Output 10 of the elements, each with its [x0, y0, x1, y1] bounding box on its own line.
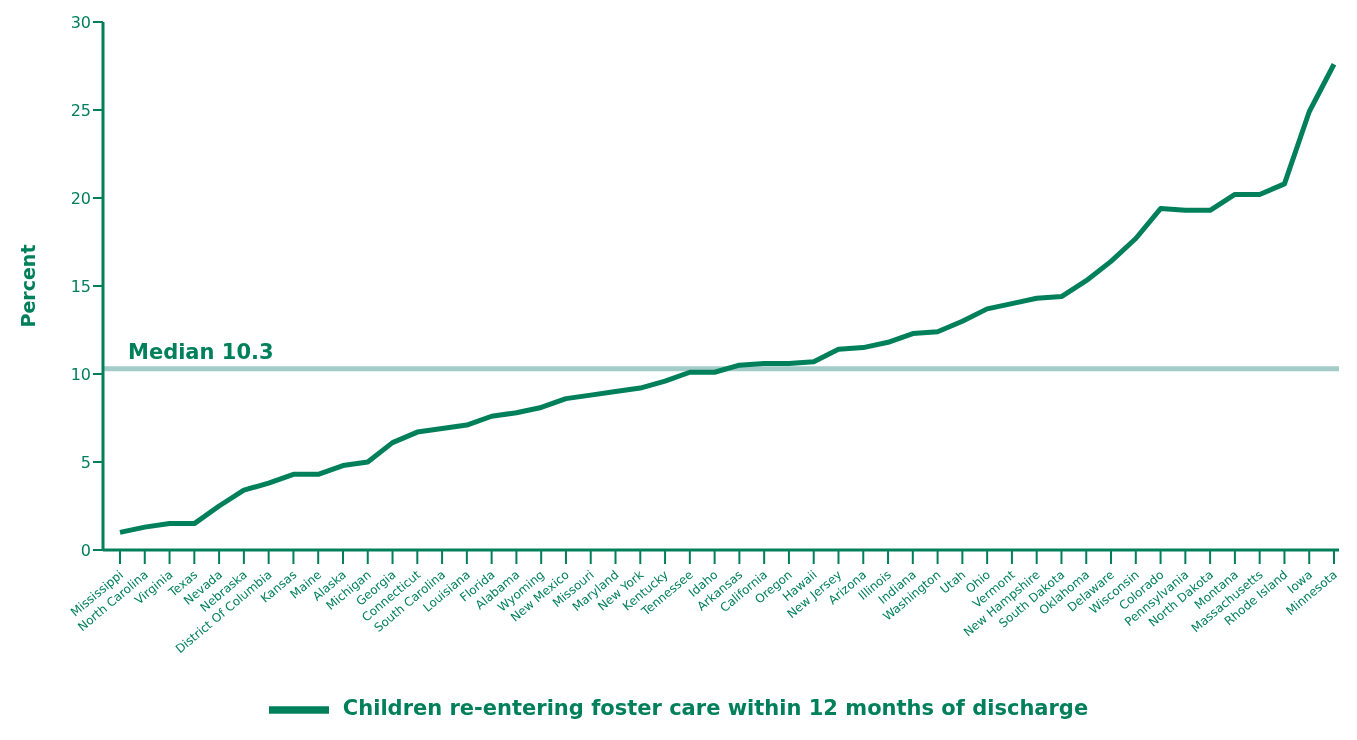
legend-label: Children re-entering foster care within 12 months of discharge [342, 695, 1089, 720]
y-tick-label: 20 [70, 188, 91, 208]
y-tick-label: 5 [80, 452, 91, 472]
y-tick-label: 25 [70, 100, 91, 120]
y-tick-label: 30 [70, 12, 91, 32]
y-tick-label: 15 [70, 276, 91, 296]
y-tick-label: 0 [80, 540, 91, 560]
y-tick-label: 10 [70, 364, 91, 384]
ref-line-label: Median 10.3 [128, 339, 274, 364]
y-axis-title: Percent [16, 244, 39, 328]
